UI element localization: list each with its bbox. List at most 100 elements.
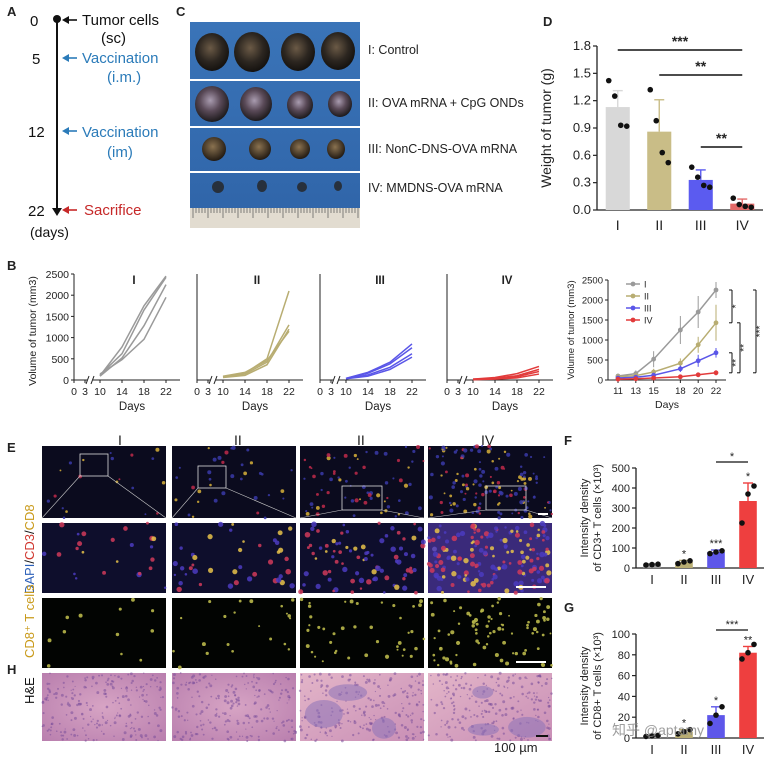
cell [354,498,359,503]
cell [223,614,227,619]
nucleus [308,726,310,728]
x-tick-label: 10 [467,386,479,398]
nucleus [81,727,84,729]
nucleus [435,703,439,707]
x-axis-label: Days [365,401,391,412]
cell [439,500,443,505]
nucleus [550,692,553,695]
axis-break [213,375,218,385]
cell [115,480,119,484]
nucleus [414,736,417,738]
x-tick-label: 10 [94,386,106,398]
data-point [706,184,713,191]
cell [366,491,370,495]
cell [402,648,406,651]
nucleus [283,739,287,743]
cell [520,550,524,555]
cell [59,469,62,472]
cell [412,567,417,573]
nucleus [246,714,249,718]
photo-row-3-label: III: NonC-DNS-OVA mRNA [368,142,518,156]
event-1-label: Vaccination [82,50,158,67]
timeline-arrowhead [52,208,62,216]
nucleus [177,709,181,713]
nucleus [147,738,149,740]
nucleus [200,700,204,704]
mean-point [695,372,701,378]
cell [503,450,507,454]
legend-label: III [644,304,652,314]
nucleus [516,710,519,713]
nucleus [478,705,480,707]
nucleus [537,681,540,684]
nucleus [520,685,524,689]
x-tick-label: 18 [384,386,396,398]
cell [272,538,277,543]
cell [502,560,506,564]
nucleus [550,677,553,680]
data-point [751,641,757,648]
nucleus [225,688,229,692]
nucleus [244,683,246,686]
cell [471,624,475,628]
cell [280,604,284,608]
cell [491,604,494,608]
cell [484,545,489,549]
nucleus [504,713,508,717]
cell [506,550,510,554]
cell [541,530,546,534]
nucleus [408,684,411,687]
nucleus [183,719,186,722]
cell [81,550,85,554]
nucleus [211,674,213,676]
nucleus [292,732,295,735]
cell [521,571,526,576]
nucleus [248,717,251,720]
nucleus [445,722,448,725]
photo-row-4-label: IV: MMDNS-OVA mRNA [368,181,503,195]
cell [542,534,546,538]
tissue-region [508,716,546,738]
cell [320,471,324,476]
nucleus [452,684,455,687]
nucleus [196,732,199,736]
cell [209,483,212,487]
nucleus [241,675,244,678]
x-tick-label: 18 [675,386,686,397]
mean-point [651,356,657,362]
nucleus [127,673,130,676]
cell [131,597,135,602]
y-tick-label: 0 [63,375,69,387]
star-label: * [714,695,719,707]
cell [332,549,336,553]
nucleus [365,727,369,731]
cell [536,647,540,651]
data-point [688,164,695,170]
nucleus [159,686,162,689]
cell [399,616,402,620]
cell [62,630,67,634]
cell [172,649,175,653]
nucleus [528,691,531,694]
nucleus [365,705,368,708]
cell [307,604,312,608]
nucleus [408,702,411,705]
cell [459,530,466,537]
cell [246,448,250,452]
legend-marker [630,305,636,311]
nucleus [217,697,220,700]
cell [432,546,438,552]
cell [488,631,492,635]
cell [491,459,494,463]
significance-label: ** [716,130,727,146]
cell [305,511,310,516]
cell [438,524,442,528]
cell [41,551,47,557]
star-label: *** [710,538,724,550]
nucleus [106,682,110,686]
x-tick-label: 18 [511,386,523,398]
cell [413,522,416,526]
nucleus [135,689,138,692]
nucleus [354,681,357,684]
cell [550,663,553,667]
